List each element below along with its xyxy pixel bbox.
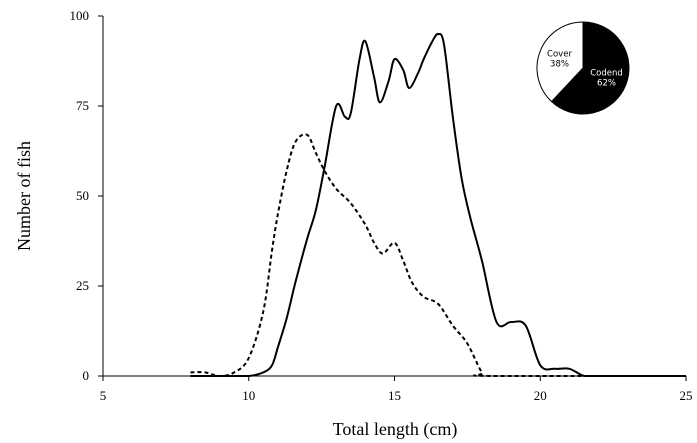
y-tick-label: 0	[83, 368, 90, 383]
x-axis-title: Total length (cm)	[333, 419, 458, 440]
x-tick-label: 10	[242, 388, 255, 403]
y-tick-label: 25	[76, 278, 89, 293]
solid-series-line	[190, 32, 686, 378]
x-tick-label: 20	[534, 388, 547, 403]
pie-slice-label: Cover	[547, 50, 572, 60]
pie-slice-percent: 62%	[597, 78, 616, 88]
x-axis-ticks: 5 10 15 20 25	[100, 376, 693, 403]
axes	[102, 16, 686, 377]
series-layer	[190, 32, 686, 378]
dashed-series-line	[190, 133, 686, 378]
y-tick-label: 75	[76, 98, 89, 113]
pie-slice-percent: 38%	[550, 60, 569, 70]
y-axis-ticks: 0 25 50 75 100	[70, 8, 103, 383]
x-tick-label: 25	[680, 388, 693, 403]
pie-slice-label: Codend	[590, 68, 623, 78]
pie-slice-cover	[536, 21, 584, 103]
y-tick-label: 50	[76, 188, 89, 203]
x-tick-label: 15	[388, 388, 401, 403]
y-tick-label: 100	[70, 8, 90, 23]
y-axis-title: Number of fish	[14, 141, 34, 251]
pie-slice-codend	[550, 21, 630, 115]
x-tick-label: 5	[100, 388, 107, 403]
